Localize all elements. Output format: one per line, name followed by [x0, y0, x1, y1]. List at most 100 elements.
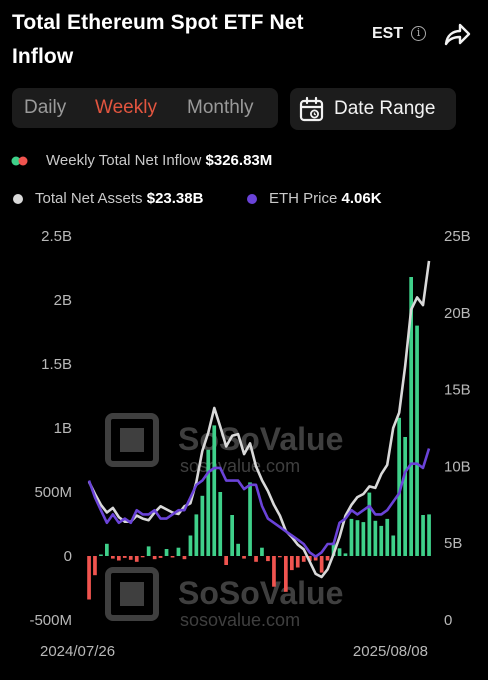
inflow-bar[interactable] [176, 547, 181, 556]
legend-assets[interactable]: Total Net Assets $23.38B [35, 190, 203, 207]
inflow-bar[interactable] [194, 514, 199, 556]
left-axis-tick-label: 2B [54, 292, 72, 309]
inflow-bar[interactable] [295, 556, 300, 568]
inflow-bar[interactable] [361, 522, 366, 556]
inflow-chart[interactable]: SoSoValue sosovalue.com SoSoValue sosova… [0, 218, 488, 668]
inflow-bar[interactable] [284, 556, 288, 592]
inflow-bar[interactable] [379, 525, 384, 556]
eth-legend-icon [247, 194, 257, 204]
inflow-bar[interactable] [140, 556, 145, 558]
inflow-bar[interactable] [421, 515, 425, 556]
eth-price-line[interactable] [87, 448, 431, 558]
inflow-bar[interactable] [105, 543, 109, 556]
inflow-bar[interactable] [373, 520, 378, 556]
x-axis-tick-label: 2025/08/08 [353, 643, 428, 660]
share-icon[interactable] [443, 22, 471, 48]
inflow-bar[interactable] [266, 556, 270, 562]
inflow-bar[interactable] [319, 556, 324, 573]
inflow-bar[interactable] [415, 325, 419, 556]
inflow-bar[interactable] [122, 556, 127, 558]
date-range-button[interactable]: Date Range [290, 88, 456, 130]
inflow-bar[interactable] [367, 492, 372, 556]
calendar-icon [299, 96, 324, 122]
right-axis-tick-label: 5B [444, 535, 462, 552]
legend-inflow[interactable]: Weekly Total Net Inflow $326.83M [46, 152, 272, 169]
inflow-bar[interactable] [170, 556, 175, 558]
info-icon[interactable]: i [411, 26, 426, 41]
inflow-legend-label: Weekly Total Net Inflow [46, 152, 202, 169]
tab-monthly[interactable]: Monthly [187, 97, 254, 118]
inflow-bar[interactable] [200, 495, 205, 556]
left-axis-tick-label: -500M [29, 612, 72, 629]
inflow-bar[interactable] [397, 417, 401, 556]
inflow-bar[interactable] [224, 556, 228, 565]
right-axis-tick-label: 0 [444, 612, 452, 629]
inflow-legend-icon [11, 156, 28, 166]
inflow-bar[interactable] [427, 514, 431, 556]
inflow-bar[interactable] [403, 437, 407, 556]
inflow-bar[interactable] [206, 449, 211, 556]
inflow-bar[interactable] [325, 556, 330, 561]
inflow-bar[interactable] [242, 556, 246, 559]
inflow-bar[interactable] [158, 556, 163, 558]
inflow-bar[interactable] [343, 553, 348, 556]
inflow-bar[interactable] [128, 556, 133, 560]
legend-eth[interactable]: ETH Price 4.06K [269, 190, 382, 207]
right-axis-tick-label: 10B [444, 458, 471, 475]
inflow-bar[interactable] [146, 546, 151, 556]
chart-title: Total Ethereum Spot ETF Net Inflow [12, 11, 304, 68]
timezone-label[interactable]: EST [372, 25, 404, 42]
left-axis-tick-label: 0 [64, 548, 72, 565]
inflow-bar[interactable] [349, 518, 354, 556]
tab-weekly[interactable]: Weekly [95, 97, 157, 118]
inflow-bar[interactable] [188, 535, 193, 557]
assets-legend-label: Total Net Assets [35, 190, 143, 207]
inflow-bar[interactable] [290, 556, 294, 571]
inflow-bar[interactable] [117, 556, 121, 561]
inflow-bar[interactable] [313, 556, 318, 561]
right-axis-tick-label: 15B [444, 382, 471, 399]
period-selector: Daily Weekly Monthly [12, 88, 278, 128]
inflow-bar[interactable] [236, 543, 240, 556]
inflow-bar[interactable] [409, 277, 413, 556]
inflow-bar[interactable] [254, 556, 258, 562]
inflow-bar[interactable] [260, 547, 264, 556]
sosovalue-logo [105, 567, 159, 621]
x-axis-tick-label: 2024/07/26 [40, 643, 115, 660]
tab-daily[interactable]: Daily [24, 97, 67, 118]
inflow-bar[interactable] [111, 556, 115, 559]
inflow-bar[interactable] [134, 556, 139, 562]
watermark-text: SoSoValue [178, 575, 343, 611]
inflow-bar[interactable] [278, 556, 282, 558]
inflow-bar[interactable] [331, 542, 336, 556]
inflow-bar[interactable] [93, 556, 97, 576]
inflow-bar[interactable] [164, 549, 169, 556]
inflow-bar[interactable] [230, 515, 234, 556]
inflow-bar[interactable] [87, 556, 91, 600]
inflow-bar[interactable] [248, 482, 252, 556]
inflow-bar[interactable] [212, 425, 217, 556]
inflow-bar[interactable] [152, 556, 157, 560]
inflow-bar[interactable] [307, 556, 312, 562]
inflow-bar[interactable] [272, 556, 276, 587]
inflow-bar[interactable] [355, 520, 360, 556]
left-axis-tick-label: 1.5B [41, 356, 72, 373]
right-axis-tick-label: 20B [444, 305, 471, 322]
eth-legend-value: 4.06K [341, 190, 382, 207]
inflow-bar[interactable] [218, 492, 223, 556]
inflow-bar[interactable] [99, 554, 103, 557]
sosovalue-logo [105, 413, 159, 467]
inflow-bar[interactable] [385, 518, 390, 556]
inflow-legend-value: $326.83M [205, 152, 273, 169]
assets-legend-icon [13, 194, 23, 204]
date-range-label: Date Range [334, 98, 436, 119]
inflow-bar[interactable] [337, 548, 342, 556]
inflow-bar[interactable] [391, 535, 396, 557]
eth-legend-label: ETH Price [269, 190, 338, 207]
inflow-bar[interactable] [301, 556, 306, 562]
watermark-url: sosovalue.com [180, 610, 300, 630]
watermark: SoSoValue sosovalue.com SoSoValue sosova… [105, 413, 343, 630]
left-axis-tick-label: 1B [54, 420, 72, 437]
inflow-bar[interactable] [182, 556, 187, 560]
total-net-assets-line[interactable] [87, 260, 431, 579]
